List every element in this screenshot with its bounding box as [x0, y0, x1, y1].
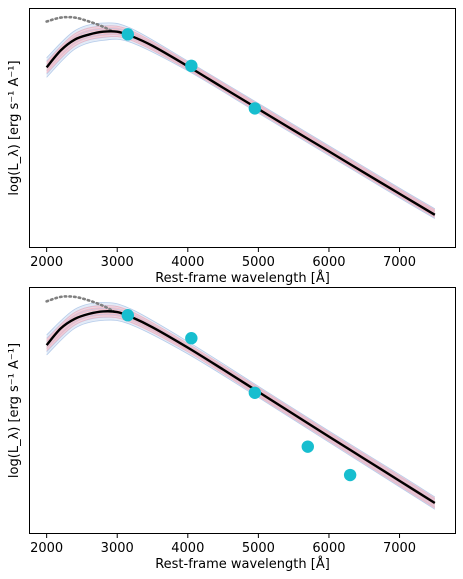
uncertainty-band-0	[46, 22, 435, 219]
photometry-point	[121, 309, 135, 322]
photometry-point	[301, 440, 314, 453]
uncertainty-sample-line	[46, 310, 436, 504]
x-tick-label: 6000	[312, 255, 345, 270]
uncertainty-sample-line	[46, 307, 436, 501]
x-tick-label: 6000	[312, 541, 345, 556]
x-tick-label: 7000	[383, 541, 416, 556]
uncertainty-sample-line	[46, 30, 436, 214]
top-panel: 2000 3000 4000 5000 6000 7000 Rest-frame wavel…	[7, 8, 456, 286]
uncertainty-sample-line	[46, 305, 436, 499]
uncertainty-sample-line	[46, 35, 436, 218]
uncertainty-sample-line	[46, 27, 436, 212]
model-curve	[45, 30, 436, 216]
x-tick-label: 4000	[171, 541, 204, 556]
uncertainty-band-0	[46, 302, 435, 510]
extrapolated-curve	[45, 295, 115, 313]
uncertainty-sample-line	[46, 319, 436, 510]
uncertainty-sample-line	[46, 316, 436, 508]
uncertainty-sample-line	[46, 36, 436, 218]
extrapolated-curve	[45, 15, 115, 34]
bottom-panel: 2000 3000 4000 5000 6000 7000 Rest-frame wavel…	[7, 287, 456, 572]
x-tick-label: 3000	[101, 541, 134, 556]
uncertainty-sample-line	[46, 314, 436, 507]
uncertainty-band-1	[46, 25, 435, 218]
uncertainty-sample-line	[46, 22, 436, 210]
uncertainty-sample-line	[46, 310, 436, 504]
photometry-point	[248, 386, 262, 399]
uncertainty-sample-line	[46, 30, 436, 214]
x-axis-label: Rest-frame wavelength [Å]	[155, 270, 330, 286]
photometry-point	[343, 468, 357, 482]
axes-frame	[29, 8, 456, 248]
uncertainty-sample-line	[46, 312, 436, 506]
photometry-point	[185, 59, 198, 73]
x-tick-label: 3000	[101, 255, 134, 270]
x-tick-label: 7000	[383, 255, 416, 270]
uncertainty-sample-line	[46, 302, 436, 498]
uncertainty-sample-line	[46, 33, 436, 216]
x-tick-label: 5000	[242, 255, 275, 270]
x-tick-label: 2000	[30, 255, 63, 270]
uncertainty-sample-line	[46, 316, 436, 509]
y-axis-label: log(L_λ) [erg s⁻¹ A⁻¹]	[7, 60, 22, 195]
model-curve	[45, 310, 436, 504]
uncertainty-sample-line	[46, 38, 436, 219]
photometry-point	[185, 332, 198, 345]
uncertainty-sample-line	[46, 34, 436, 217]
plot-area	[45, 15, 436, 219]
uncertainty-sample-line	[46, 32, 436, 216]
y-axis-label: log(L_λ) [erg s⁻¹ A⁻¹]	[7, 343, 22, 478]
axes-frame	[29, 287, 456, 534]
plot-area	[45, 295, 436, 510]
uncertainty-band-1	[46, 305, 435, 509]
x-tick-label: 2000	[30, 541, 63, 556]
photometry-point	[121, 28, 135, 41]
uncertainty-sample-line	[46, 25, 436, 211]
x-tick-label: 4000	[171, 255, 204, 270]
uncertainty-sample-line	[46, 28, 436, 213]
x-tick-label: 5000	[242, 541, 275, 556]
x-axis-label: Rest-frame wavelength [Å]	[155, 556, 330, 572]
photometry-point	[248, 102, 262, 115]
uncertainty-sample-line	[46, 313, 436, 506]
